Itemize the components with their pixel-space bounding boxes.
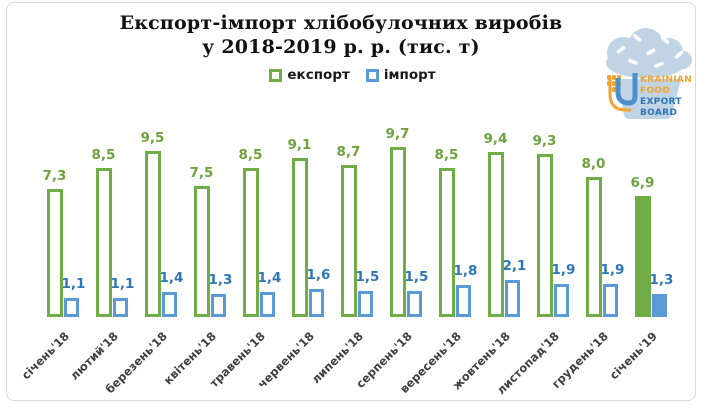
- import-bar: [651, 294, 667, 317]
- import-value-label: 1,4: [257, 270, 282, 286]
- legend-item-import: імпорт: [365, 67, 436, 83]
- import-value-label: 1,9: [551, 262, 576, 278]
- import-value-label: 1,1: [61, 276, 86, 292]
- legend-marker-export-icon: [269, 68, 283, 82]
- logo-text-ukrainian: KRAINIAN: [640, 75, 692, 85]
- chart-title-line2: у 2018-2019 р. р. (тис. т): [202, 36, 480, 58]
- logo-sprinkles-icon: [616, 33, 684, 68]
- export-bar: [536, 154, 553, 317]
- export-bar: [487, 152, 504, 317]
- import-bar: [406, 291, 422, 317]
- export-bar: [634, 196, 651, 317]
- export-bar: [242, 168, 259, 317]
- export-value-label: 8,7: [336, 144, 361, 160]
- logo-text-board: BOARD: [640, 108, 677, 118]
- export-bar: [438, 168, 455, 317]
- export-value-label: 7,3: [42, 168, 67, 184]
- import-value-label: 1,3: [649, 272, 674, 288]
- legend-label-import: імпорт: [383, 67, 436, 83]
- export-bar: [95, 168, 112, 317]
- import-bar: [455, 285, 471, 317]
- export-bar: [291, 158, 308, 317]
- import-bar: [504, 280, 520, 317]
- import-value-label: 1,3: [208, 272, 233, 288]
- import-value-label: 2,1: [502, 258, 527, 274]
- import-value-label: 1,9: [600, 262, 625, 278]
- import-bar: [308, 289, 324, 317]
- logo-blue-u-icon: [615, 73, 638, 106]
- import-value-label: 1,6: [306, 267, 331, 283]
- export-value-label: 6,9: [630, 175, 655, 191]
- export-bar: [144, 151, 161, 317]
- export-bar: [585, 177, 602, 317]
- ufeb-logo: KRAINIAN FOOD EXPORT BOARD: [606, 28, 692, 119]
- import-bar: [259, 292, 275, 317]
- logo-text-food: FOOD: [640, 86, 670, 96]
- export-value-label: 9,7: [385, 126, 410, 142]
- logo-orange-u-icon: [608, 76, 632, 112]
- export-value-label: 7,5: [189, 165, 214, 181]
- export-value-label: 8,5: [238, 147, 263, 163]
- export-value-label: 8,5: [91, 147, 116, 163]
- import-bar: [161, 292, 177, 317]
- chart-title-line1: Експорт-імпорт хлібобулочних виробів: [119, 12, 563, 34]
- legend: експорт імпорт: [0, 67, 705, 83]
- export-value-label: 9,5: [140, 130, 165, 146]
- import-value-label: 1,4: [159, 270, 184, 286]
- import-value-label: 1,5: [355, 269, 380, 285]
- export-value-label: 8,5: [434, 147, 459, 163]
- import-bar: [602, 284, 618, 317]
- chart-title: Експорт-імпорт хлібобулочних виробів у 2…: [0, 11, 682, 59]
- import-bar: [63, 298, 79, 317]
- export-bar: [46, 189, 63, 317]
- import-value-label: 1,1: [110, 276, 135, 292]
- export-bar: [193, 186, 210, 317]
- logo-text-export: EXPORT: [640, 97, 682, 107]
- import-bar: [112, 298, 128, 317]
- export-value-label: 9,1: [287, 137, 312, 153]
- import-bar: [357, 291, 373, 317]
- legend-marker-import-icon: [365, 68, 379, 82]
- legend-item-export: експорт: [269, 67, 350, 83]
- import-bar: [553, 284, 569, 317]
- import-value-label: 1,5: [404, 269, 429, 285]
- legend-label-export: експорт: [287, 67, 350, 83]
- export-value-label: 9,3: [532, 133, 557, 149]
- export-value-label: 8,0: [581, 156, 606, 172]
- import-value-label: 1,8: [453, 263, 478, 279]
- export-bar: [340, 165, 357, 317]
- export-value-label: 9,4: [483, 131, 508, 147]
- logo-muffin-top-icon: [606, 28, 692, 78]
- import-bar: [210, 294, 226, 317]
- export-bar: [389, 147, 406, 317]
